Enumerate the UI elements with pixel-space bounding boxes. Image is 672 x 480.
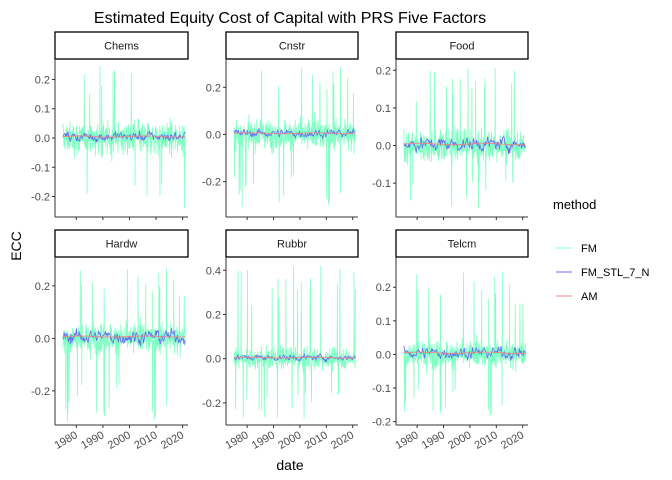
series-fm-line — [62, 65, 186, 209]
y-tick-label: 0.2 — [35, 281, 50, 293]
y-tick-label: -0.2 — [31, 386, 50, 398]
y-tick-label: -0.1 — [372, 178, 391, 190]
y-tick-label: -0.2 — [202, 398, 221, 410]
strip-box — [54, 229, 189, 258]
legend-label: FM_STL_7_N — [581, 267, 650, 279]
y-tick-label: 0.2 — [35, 74, 50, 86]
series-am-line — [403, 142, 526, 146]
y-axis-title: ECC — [8, 231, 24, 261]
y-tick-label: 0.0 — [376, 141, 391, 153]
y-tick-label: -0.2 — [202, 177, 221, 189]
legend: method FM FM_STL_7_N AM — [553, 197, 650, 303]
strip-label: Hardw — [106, 239, 138, 251]
strip-label: Food — [449, 41, 474, 53]
series-fm-line — [233, 66, 356, 208]
panel-grid: Chems-0.2-0.10.00.10.2Cnstr-0.20.00.2Foo… — [31, 31, 529, 452]
x-tick-label: 1990 — [250, 429, 277, 452]
y-tick-label: 0.1 — [376, 316, 391, 328]
x-tick-label: 1980 — [393, 429, 420, 452]
panel-telcm: Telcm -0.2 -0.1 0.0 0.1 0.2 1980 1990 2000 2010 20… — [372, 229, 529, 452]
y-tick-label: 0.2 — [376, 65, 391, 77]
panel-food: Food -0.1 0.0 0.1 0.2 — [372, 31, 529, 220]
x-tick-label: 2020 — [159, 429, 186, 452]
series-am-line — [62, 335, 186, 338]
y-tick-label: 0.1 — [376, 103, 391, 115]
series-fm-line — [62, 268, 186, 422]
strip-label: Telcm — [448, 239, 477, 251]
series-fm-line — [233, 265, 356, 419]
x-tick-label: 2020 — [499, 429, 526, 452]
y-tick-label: 0.0 — [376, 349, 391, 361]
x-tick-label: 2000 — [276, 429, 303, 452]
legend-title: method — [553, 197, 596, 212]
strip-box — [225, 229, 359, 258]
strip-box — [395, 229, 529, 258]
panel-hardw: Hardw -0.2 0.0 0.2 1980 1990 2000 2010 2020 — [31, 229, 189, 452]
x-tick-label: 2000 — [446, 429, 473, 452]
y-tick-label: 0.4 — [206, 265, 221, 277]
panel-chems: Chems -0.2 -0.1 0.0 0.1 0.2 — [31, 31, 189, 220]
x-tick-label: 2020 — [329, 429, 356, 452]
x-tick-label: 2000 — [106, 429, 133, 452]
x-tick-label: 1980 — [223, 429, 250, 452]
legend-label: FM — [581, 243, 597, 255]
strip-label: Chems — [104, 41, 139, 53]
y-tick-label: 0.0 — [35, 133, 50, 145]
series-am-line — [233, 356, 356, 359]
y-tick-label: -0.1 — [31, 162, 50, 174]
x-tick-label: 1990 — [420, 429, 447, 452]
y-tick-label: 0.0 — [35, 333, 50, 345]
y-tick-label: 0.2 — [206, 82, 221, 94]
y-tick-label: 0.0 — [206, 129, 221, 141]
strip-box — [225, 31, 359, 60]
strip-box — [395, 31, 529, 60]
y-tick-label: 0.2 — [206, 309, 221, 321]
series-fm-stl-7-n-line — [403, 345, 526, 361]
y-tick-label: 0.1 — [35, 104, 50, 116]
series-fm-stl-7-n-line — [62, 328, 186, 346]
x-axis-title: date — [276, 457, 303, 473]
chart-title: Estimated Equity Cost of Capital with PR… — [94, 10, 486, 27]
x-tick-label: 2010 — [132, 429, 159, 452]
panel-rubbr: Rubbr -0.2 0.0 0.2 0.4 1980 1990 2000 2010 2020 — [202, 229, 359, 452]
y-tick-label: -0.1 — [372, 383, 391, 395]
series-am-line — [62, 135, 186, 138]
series-am-line — [403, 351, 526, 354]
strip-label: Cnstr — [279, 41, 306, 53]
x-tick-label: 2010 — [303, 429, 330, 452]
series-fm-stl-7-n-line — [233, 127, 356, 140]
series-fm-stl-7-n-line — [403, 135, 526, 155]
x-tick-label: 1980 — [53, 429, 80, 452]
strip-label: Rubbr — [277, 239, 307, 251]
y-tick-label: -0.2 — [372, 417, 391, 429]
series-am-line — [233, 132, 356, 135]
series-fm-stl-7-n-line — [233, 352, 356, 363]
legend-label: AM — [581, 291, 598, 303]
series-fm-line — [403, 271, 526, 417]
series-fm-line — [403, 68, 526, 208]
x-tick-label: 1990 — [79, 429, 106, 452]
y-tick-label: -0.2 — [31, 192, 50, 204]
panel-cnstr: Cnstr -0.2 0.0 0.2 — [202, 31, 359, 220]
strip-box — [54, 31, 189, 60]
y-tick-label: 0.2 — [376, 282, 391, 294]
y-tick-label: 0.0 — [206, 354, 221, 366]
x-tick-label: 2010 — [473, 429, 500, 452]
